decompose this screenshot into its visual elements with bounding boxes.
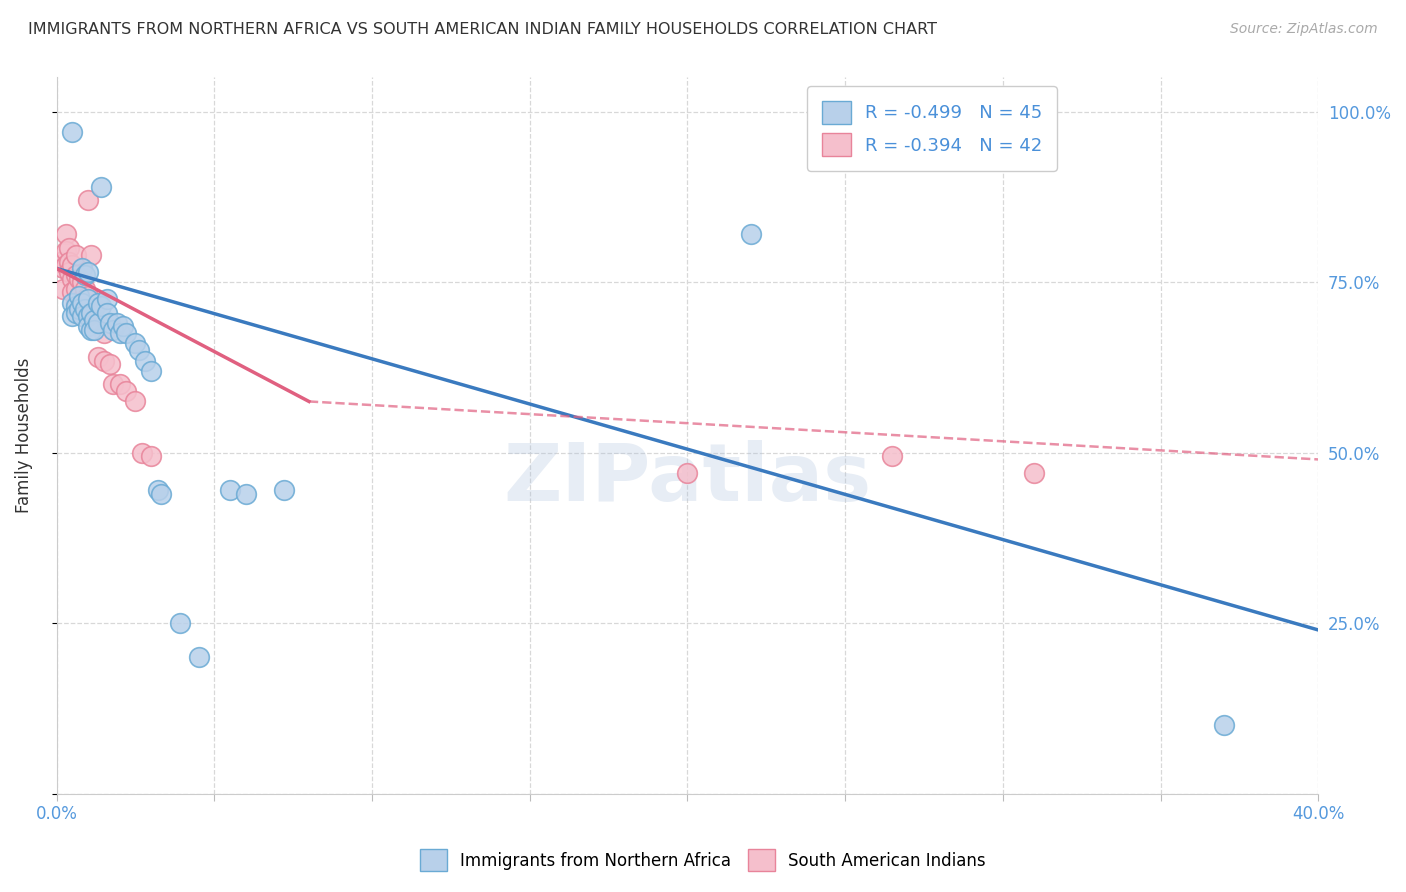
Point	[187, 650, 209, 665]
Point	[55, 244, 77, 259]
Point	[86, 316, 108, 330]
Point	[52, 282, 75, 296]
Point	[124, 336, 146, 351]
Text: ZIPatlas: ZIPatlas	[503, 440, 872, 517]
Point	[77, 265, 100, 279]
Point	[676, 466, 699, 480]
Legend: R = -0.499   N = 45, R = -0.394   N = 42: R = -0.499 N = 45, R = -0.394 N = 42	[807, 87, 1057, 170]
Point	[96, 292, 118, 306]
Point	[70, 306, 93, 320]
Point	[235, 486, 257, 500]
Point	[67, 271, 90, 285]
Point	[105, 316, 128, 330]
Text: IMMIGRANTS FROM NORTHERN AFRICA VS SOUTH AMERICAN INDIAN FAMILY HOUSEHOLDS CORRE: IMMIGRANTS FROM NORTHERN AFRICA VS SOUTH…	[28, 22, 938, 37]
Point	[70, 275, 93, 289]
Point	[80, 248, 103, 262]
Point	[49, 254, 72, 268]
Point	[58, 254, 80, 268]
Point	[65, 282, 87, 296]
Point	[55, 258, 77, 272]
Point	[90, 179, 112, 194]
Point	[73, 302, 96, 317]
Point	[77, 319, 100, 334]
Point	[219, 483, 242, 497]
Point	[70, 292, 93, 306]
Point	[77, 289, 100, 303]
Point	[93, 326, 115, 341]
Point	[111, 319, 134, 334]
Point	[65, 248, 87, 262]
Point	[77, 292, 100, 306]
Point	[83, 302, 105, 317]
Point	[60, 285, 83, 300]
Point	[77, 193, 100, 207]
Point	[98, 357, 121, 371]
Point	[83, 323, 105, 337]
Point	[108, 377, 131, 392]
Text: Source: ZipAtlas.com: Source: ZipAtlas.com	[1230, 22, 1378, 37]
Point	[73, 295, 96, 310]
Point	[58, 265, 80, 279]
Point	[93, 353, 115, 368]
Point	[73, 268, 96, 283]
Point	[740, 227, 762, 242]
Point	[67, 302, 90, 317]
Point	[58, 241, 80, 255]
Point	[1212, 718, 1234, 732]
Point	[131, 445, 153, 459]
Point	[60, 271, 83, 285]
Point	[73, 282, 96, 296]
Point	[124, 394, 146, 409]
Legend: Immigrants from Northern Africa, South American Indians: Immigrants from Northern Africa, South A…	[412, 841, 994, 880]
Point	[169, 616, 191, 631]
Point	[149, 486, 172, 500]
Point	[90, 299, 112, 313]
Point	[103, 377, 125, 392]
Point	[80, 323, 103, 337]
Point	[77, 309, 100, 323]
Point	[67, 289, 90, 303]
Point	[80, 306, 103, 320]
Point	[86, 350, 108, 364]
Point	[65, 306, 87, 320]
Point	[60, 258, 83, 272]
Point	[60, 309, 83, 323]
Point	[60, 295, 83, 310]
Point	[128, 343, 150, 358]
Point	[70, 261, 93, 276]
Point	[141, 364, 163, 378]
Point	[52, 261, 75, 276]
Point	[141, 449, 163, 463]
Point	[67, 302, 90, 317]
Point	[65, 299, 87, 313]
Point	[98, 316, 121, 330]
Point	[60, 125, 83, 139]
Point	[882, 449, 904, 463]
Point	[96, 306, 118, 320]
Point	[80, 302, 103, 317]
Point	[65, 268, 87, 283]
Point	[86, 295, 108, 310]
Point	[67, 289, 90, 303]
Y-axis label: Family Households: Family Households	[15, 358, 32, 513]
Point	[55, 227, 77, 242]
Point	[70, 295, 93, 310]
Point	[273, 483, 295, 497]
Point	[115, 326, 138, 341]
Point	[146, 483, 169, 497]
Point	[108, 326, 131, 341]
Point	[83, 312, 105, 326]
Point	[134, 353, 156, 368]
Point	[70, 309, 93, 323]
Point	[65, 295, 87, 310]
Point	[1024, 466, 1046, 480]
Point	[115, 384, 138, 399]
Point	[103, 323, 125, 337]
